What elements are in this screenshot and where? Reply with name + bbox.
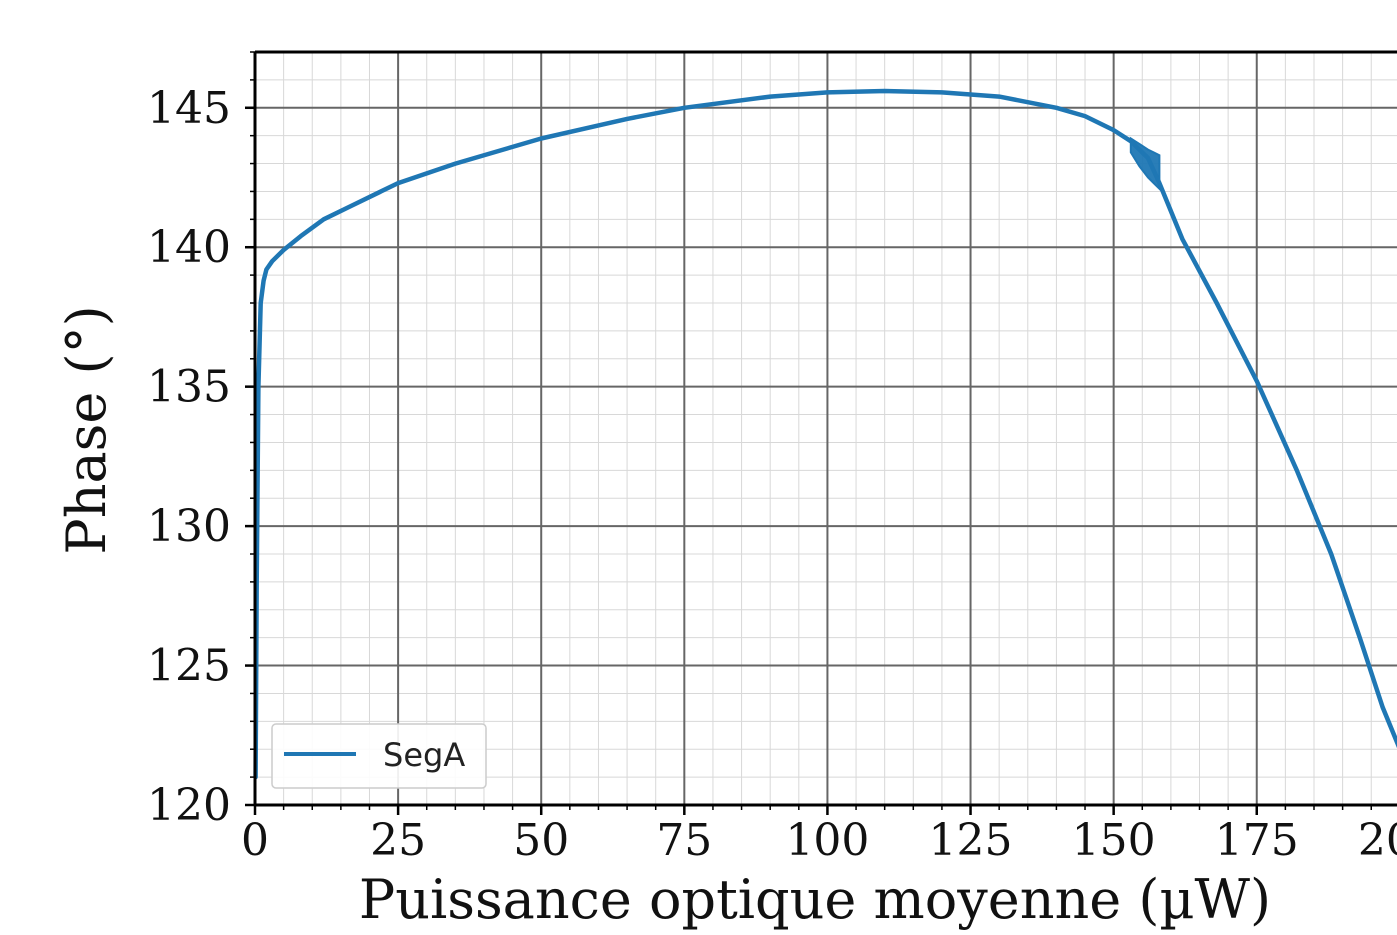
y-tick-label: 140 xyxy=(147,222,231,273)
y-axis-title: Phase (°) xyxy=(55,305,118,554)
series-layer xyxy=(253,88,1397,780)
legend-label-sega: SegA xyxy=(383,736,465,774)
legend: SegA xyxy=(271,723,487,789)
x-tick-label: 25 xyxy=(370,815,426,866)
axes xyxy=(245,50,1397,815)
x-tick-label: 0 xyxy=(241,815,269,866)
x-axis-title: Puissance optique moyenne (µW) xyxy=(359,868,1271,931)
legend-box xyxy=(271,723,487,789)
x-tick-label: 200 xyxy=(1358,815,1397,866)
x-tick-label: 125 xyxy=(929,815,1013,866)
y-tick-label: 135 xyxy=(147,362,231,413)
x-tick-label: 50 xyxy=(513,815,569,866)
series-line-sega xyxy=(253,88,1397,780)
minor-grid xyxy=(254,51,1397,806)
x-tick-label: 175 xyxy=(1215,815,1299,866)
y-tick-label: 120 xyxy=(147,780,231,831)
tick-labels: 120 125 130 135 140 145 0 25 50 75 100 125 150 175 200 xyxy=(147,83,1397,866)
y-tick-label: 130 xyxy=(147,501,231,552)
x-tick-label: 100 xyxy=(785,815,869,866)
y-tick-label: 145 xyxy=(147,83,231,134)
y-tick-label: 125 xyxy=(147,641,231,692)
x-tick-label: 75 xyxy=(656,815,712,866)
x-tick-label: 150 xyxy=(1072,815,1156,866)
